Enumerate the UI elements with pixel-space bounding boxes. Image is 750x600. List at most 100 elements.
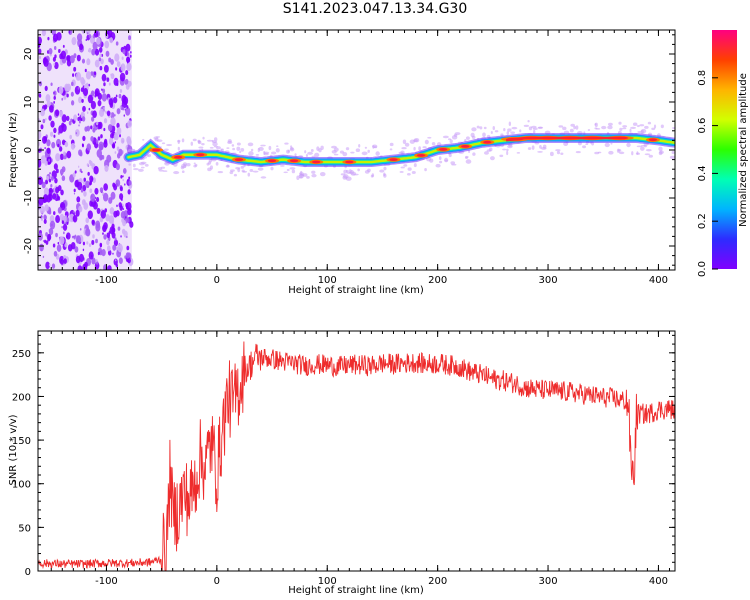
- noise-speckle: [57, 241, 60, 245]
- ridge-halo: [331, 145, 337, 149]
- ridge-halo: [608, 150, 614, 155]
- noise-speckle: [38, 80, 43, 87]
- ridge-halo: [644, 153, 651, 156]
- ridge-halo: [383, 166, 387, 171]
- noise-speckle: [42, 239, 45, 243]
- noise-speckle: [85, 228, 91, 237]
- ridge-halo: [402, 139, 407, 144]
- noise-speckle: [103, 234, 107, 240]
- noise-speckle: [99, 187, 104, 193]
- ridge-halo: [358, 144, 361, 148]
- noise-speckle: [89, 188, 93, 194]
- y-tick-label: 100: [12, 480, 31, 491]
- noise-speckle: [59, 110, 63, 118]
- ridge-halo: [607, 125, 613, 130]
- ridge-halo: [653, 124, 657, 129]
- noise-speckle: [73, 192, 76, 195]
- ridge-halo: [413, 146, 416, 151]
- noise-speckle: [44, 104, 48, 110]
- noise-speckle: [108, 215, 115, 224]
- noise-speckle: [119, 89, 123, 93]
- ridge-peak-red: [234, 158, 244, 162]
- noise-speckle: [63, 231, 65, 235]
- noise-speckle: [110, 191, 116, 200]
- noise-speckle: [118, 202, 122, 208]
- ridge-halo: [212, 141, 218, 147]
- noise-speckle: [130, 51, 132, 54]
- ridge-halo: [236, 142, 241, 146]
- ridge-halo: [268, 145, 272, 151]
- ridge-halo: [286, 168, 290, 172]
- ridge-halo: [403, 164, 408, 167]
- ridge-halo: [644, 125, 649, 129]
- ridge-halo: [499, 154, 504, 158]
- y-tick-label: 0: [23, 147, 34, 153]
- ridge-halo: [483, 126, 487, 130]
- ridge-peak-red: [267, 159, 277, 163]
- noise-speckle: [119, 193, 124, 200]
- ridge-halo: [248, 151, 254, 156]
- ridge-halo: [275, 148, 280, 153]
- ridge-halo: [636, 145, 643, 148]
- noise-speckle: [44, 215, 47, 220]
- noise-speckle: [94, 261, 100, 270]
- noise-speckle: [116, 122, 120, 129]
- noise-speckle: [112, 244, 117, 251]
- noise-speckle: [124, 78, 129, 86]
- noise-speckle: [126, 245, 130, 251]
- noise-speckle: [39, 243, 44, 252]
- noise-speckle: [58, 146, 63, 152]
- noise-speckle: [92, 129, 94, 132]
- ridge-halo: [622, 125, 628, 128]
- noise-speckle: [126, 136, 132, 144]
- ridge-halo: [594, 151, 600, 155]
- ridge-halo: [240, 148, 245, 152]
- noise-speckle: [92, 41, 98, 51]
- ridge-halo: [630, 126, 637, 130]
- ridge-halo: [659, 150, 664, 154]
- ridge-halo: [216, 146, 221, 150]
- x-tick-label: 100: [318, 576, 337, 587]
- noise-speckle: [97, 251, 100, 256]
- noise-speckle: [99, 53, 102, 58]
- noise-speckle: [80, 188, 84, 193]
- noise-speckle: [61, 114, 67, 123]
- ridge-halo: [270, 166, 274, 171]
- noise-speckle: [44, 160, 48, 166]
- noise-speckle: [49, 131, 54, 137]
- noise-speckle: [87, 210, 93, 220]
- ridge-halo: [399, 170, 404, 173]
- noise-speckle: [54, 61, 59, 70]
- ridge-halo: [560, 152, 564, 156]
- noise-speckle: [59, 153, 64, 161]
- ridge-halo: [418, 146, 422, 151]
- noise-speckle: [109, 207, 115, 215]
- colorbar-tick-label: 0.2: [697, 213, 708, 229]
- ridge-halo: [671, 150, 675, 155]
- ridge-halo: [260, 144, 266, 147]
- noise-speckle: [86, 58, 91, 66]
- noise-speckle: [57, 196, 61, 201]
- colorbar-tick-label: 0.6: [697, 118, 708, 134]
- noise-speckle: [46, 147, 51, 154]
- ridge-halo: [226, 147, 230, 149]
- noise-speckle: [127, 52, 130, 57]
- ridge-halo: [364, 170, 370, 174]
- noise-speckle: [48, 48, 53, 55]
- ridge-halo: [186, 163, 191, 167]
- ridge-halo: [370, 174, 374, 178]
- noise-speckle: [52, 243, 56, 248]
- frequency-ridge: [123, 120, 675, 181]
- ridge-halo: [181, 138, 185, 143]
- noise-speckle: [71, 235, 74, 239]
- noise-speckle: [74, 170, 77, 174]
- noise-speckle: [96, 149, 103, 158]
- ridge-halo: [177, 146, 180, 151]
- ridge-halo: [229, 171, 234, 175]
- noise-speckle: [81, 98, 84, 103]
- snr-y-label: SNR (10 * v/v): [8, 414, 19, 485]
- noise-speckle: [95, 220, 101, 229]
- noise-speckle: [99, 243, 103, 248]
- ridge-halo: [215, 162, 219, 166]
- noise-speckle: [66, 59, 72, 67]
